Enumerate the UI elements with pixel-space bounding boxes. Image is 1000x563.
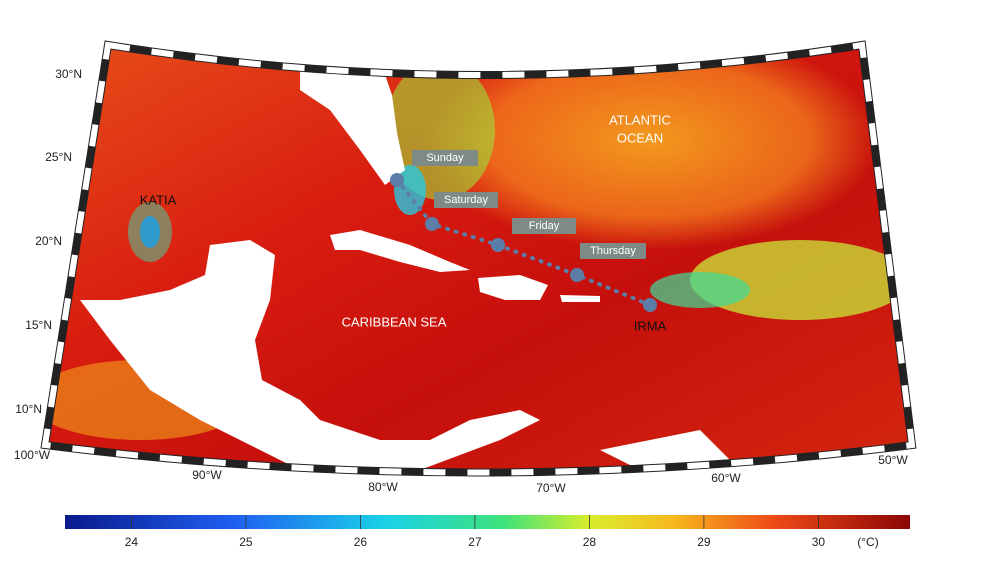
- lon-label: 70°W: [536, 481, 566, 495]
- lat-label: 15°N: [25, 318, 52, 332]
- day-box: [580, 243, 646, 259]
- colorbar: (°C) 24 25 26 27 28 29 30: [65, 515, 910, 549]
- colorbar-tick-label: 26: [354, 535, 368, 549]
- storm-label: KATIA: [140, 192, 177, 207]
- storm-label: IRMA: [634, 318, 667, 333]
- ocean-label: OCEAN: [617, 130, 663, 145]
- sea-label: CARIBBEAN SEA: [342, 314, 447, 329]
- day-label: Thursday: [590, 245, 636, 257]
- day-box: [512, 218, 576, 234]
- colorbar-tick-label: 25: [239, 535, 253, 549]
- track-point: [425, 217, 439, 231]
- irma-track: Sunday Saturday Friday Thursday: [390, 150, 657, 312]
- track-point: [643, 298, 657, 312]
- latitude-labels: 30°N 25°N 20°N 15°N 10°N: [15, 67, 82, 416]
- lon-label: 80°W: [368, 480, 398, 494]
- lat-label: 10°N: [15, 402, 42, 416]
- colorbar-tick-label: 27: [468, 535, 482, 549]
- colorbar-unit: (°C): [857, 535, 878, 549]
- track-point: [570, 268, 584, 282]
- day-box: [434, 192, 498, 208]
- day-label: Sunday: [426, 152, 464, 164]
- colorbar-tick-label: 28: [583, 535, 597, 549]
- longitude-labels: 100°W 90°W 80°W 70°W 60°W 50°W: [14, 448, 908, 495]
- lon-label: 50°W: [878, 453, 908, 467]
- day-box: [412, 150, 478, 166]
- lon-label: 100°W: [14, 448, 51, 462]
- colorbar-tick-label: 30: [812, 535, 826, 549]
- track-point: [390, 173, 404, 187]
- lon-label: 90°W: [192, 468, 222, 482]
- day-label: Friday: [529, 220, 560, 232]
- day-label: Saturday: [444, 194, 489, 206]
- lon-label: 60°W: [711, 471, 741, 485]
- lat-label: 20°N: [35, 234, 62, 248]
- colorbar-scale: [65, 515, 910, 529]
- map-frame-dashes: [41, 41, 916, 476]
- lat-label: 30°N: [55, 67, 82, 81]
- colorbar-tick-label: 24: [125, 535, 139, 549]
- lat-label: 25°N: [45, 150, 72, 164]
- track-point: [491, 238, 505, 252]
- ocean-label: ATLANTIC: [609, 112, 671, 127]
- colorbar-tick-label: 29: [697, 535, 711, 549]
- sea-surface: [45, 45, 912, 473]
- region-labels: KATIA ATLANTIC OCEAN CARIBBEAN SEA IRMA: [140, 112, 671, 333]
